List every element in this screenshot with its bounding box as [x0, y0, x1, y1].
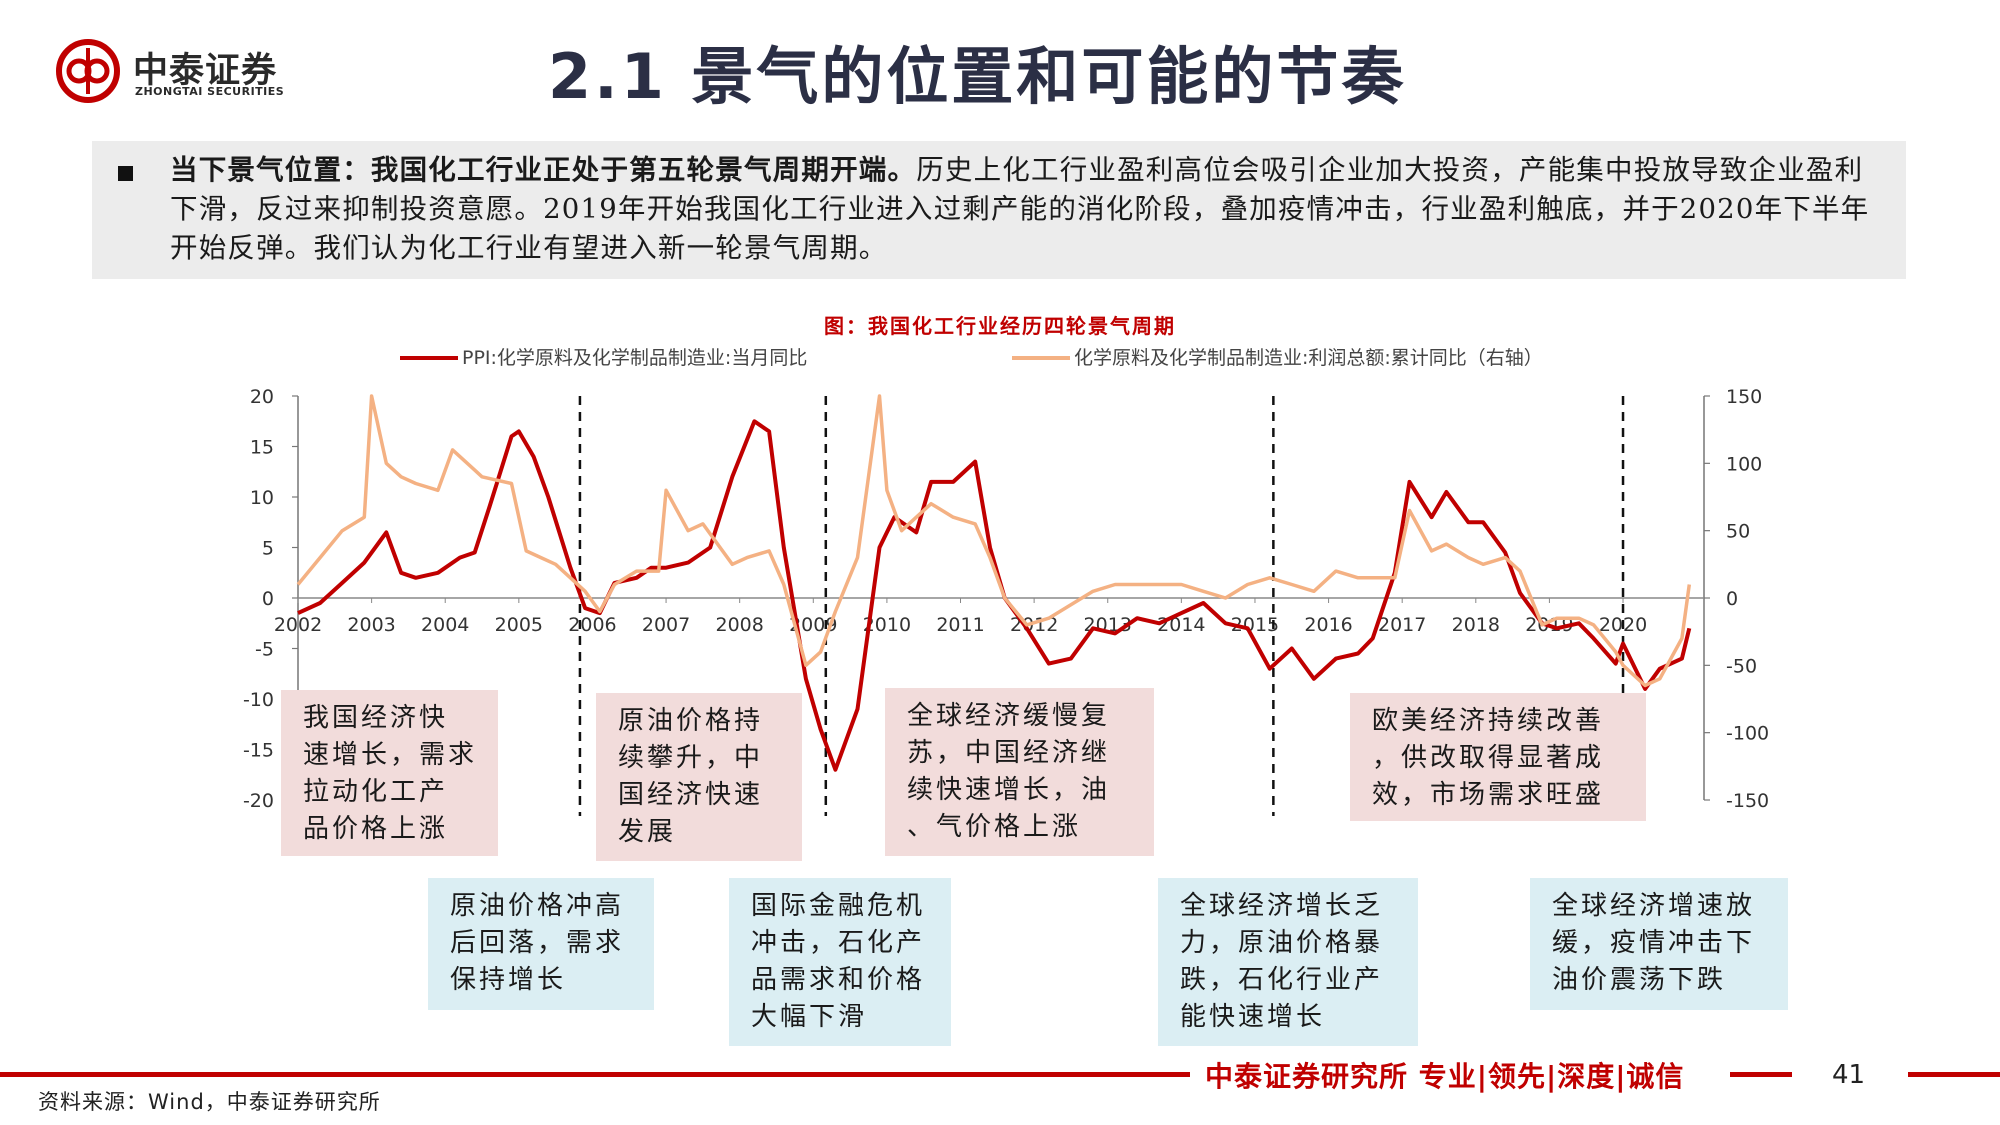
- x-tick-label: 2014: [1157, 614, 1205, 636]
- summary-text: 当下景气位置：我国化工行业正处于第五轮景气周期开端。历史上化工行业盈利高位会吸引…: [170, 151, 1886, 268]
- legend-profit-label: 化学原料及化学制品制造业:利润总额:累计同比（右轴）: [1074, 347, 1543, 369]
- series-profit-line: [296, 394, 1692, 688]
- right-tick-label: 150: [1726, 386, 1762, 408]
- x-tick-label: 2004: [421, 614, 469, 636]
- summary-box: [92, 141, 1906, 279]
- right-tick-label: -50: [1726, 655, 1757, 677]
- left-tick-label: 15: [250, 437, 274, 459]
- left-tick-label: 5: [262, 538, 274, 560]
- zhongtai-logo-icon: [56, 39, 120, 103]
- right-tick-label: 50: [1726, 521, 1750, 543]
- x-tick-label: 2010: [863, 614, 911, 636]
- x-tick-label: 2017: [1378, 614, 1426, 636]
- legend-ppi-label: PPI:化学原料及化学制品制造业:当月同比: [462, 347, 807, 369]
- series-ppi-line: [297, 419, 1692, 772]
- note-cycle3-up: 全球经济缓慢复 苏，中国经济继 续快速增长，油 、气价格上涨: [885, 688, 1154, 856]
- left-tick-label: 0: [262, 588, 274, 610]
- right-tick-label: -150: [1726, 790, 1769, 812]
- bullet-square-icon: [118, 166, 133, 181]
- chart-title: 图：我国化工行业经历四轮景气周期: [824, 314, 1176, 338]
- x-tick-label: 2006: [568, 614, 616, 636]
- x-tick-label: 2007: [642, 614, 690, 636]
- page-title: 2.1 景气的位置和可能的节奏: [548, 40, 1407, 113]
- left-tick-label: -20: [243, 790, 274, 812]
- note-cycle1-up: 我国经济快 速增长，需求 拉动化工产 品价格上涨: [281, 690, 498, 856]
- note-cycle2-down: 国际金融危机 冲击，石化产 品需求和价格 大幅下滑: [729, 878, 951, 1046]
- x-tick-label: 2011: [936, 614, 984, 636]
- x-tick-label: 2015: [1231, 614, 1279, 636]
- note-cycle2-up: 原油价格持 续攀升，中 国经济快速 发展: [596, 693, 802, 861]
- footer-rule-left: [0, 1072, 1190, 1077]
- footer-rule-right: [1908, 1072, 2000, 1077]
- note-cycle1-down: 原油价格冲高 后回落，需求 保持增长: [428, 878, 654, 1010]
- note-cycle3-down: 全球经济增长乏 力，原油价格暴 跌，石化行业产 能快速增长: [1158, 878, 1418, 1046]
- left-tick-label: -5: [255, 639, 274, 661]
- x-tick-label: 2018: [1452, 614, 1500, 636]
- brand-name-cn: 中泰证券: [133, 51, 278, 91]
- left-tick-label: -10: [243, 689, 274, 711]
- right-tick-label: 100: [1726, 453, 1762, 475]
- company-logo: 中泰证券 ZHONGTAI SECURITIES: [55, 38, 315, 106]
- note-cycle4-up: 欧美经济持续改善 ，供改取得显著成 效，市场需求旺盛: [1350, 693, 1646, 821]
- left-tick-label: -15: [243, 740, 274, 762]
- left-tick-label: 20: [250, 386, 274, 408]
- x-tick-label: 2005: [495, 614, 543, 636]
- note-cycle4-down: 全球经济增速放 缓，疫情冲击下 油价震荡下跌: [1530, 878, 1788, 1010]
- left-tick-label: 10: [250, 487, 274, 509]
- footer-rule-mid: [1730, 1072, 1792, 1077]
- page-number: 41: [1832, 1060, 1866, 1090]
- summary-lead: 当下景气位置：我国化工行业正处于第五轮景气周期开端。: [170, 154, 917, 186]
- x-tick-label: 2002: [274, 614, 322, 636]
- x-tick-label: 2008: [715, 614, 763, 636]
- x-tick-label: 2016: [1304, 614, 1352, 636]
- right-tick-label: -100: [1726, 723, 1769, 745]
- right-tick-label: 0: [1726, 588, 1738, 610]
- x-tick-label: 2003: [347, 614, 395, 636]
- brand-name-en: ZHONGTAI SECURITIES: [135, 85, 285, 98]
- summary-body: 历史上化工行业盈利高位会吸引企业加大投资，产能集中投放导致企业盈利下滑，反过来抑…: [170, 154, 1870, 264]
- footer-brand: 中泰证券研究所 专业|领先|深度|诚信: [1205, 1060, 1685, 1093]
- source-note: 资料来源：Wind，中泰证券研究所: [38, 1090, 381, 1114]
- x-tick-label: 2009: [789, 614, 837, 636]
